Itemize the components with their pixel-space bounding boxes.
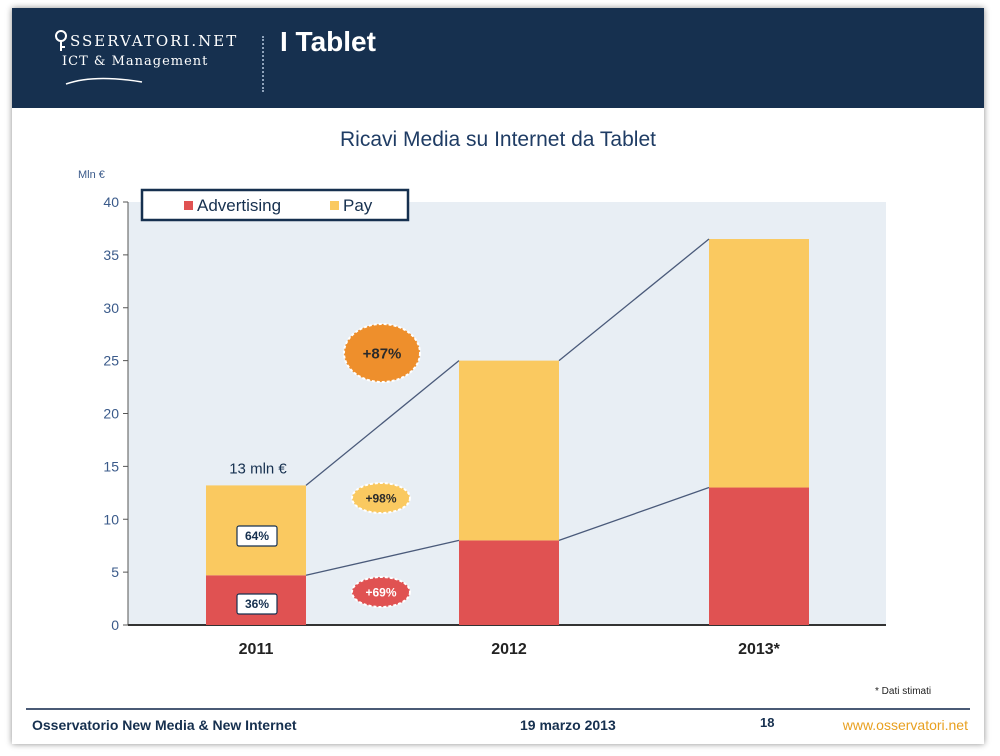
osservatori-logo: SSERVATORI.NET ICT & Management [54,30,239,85]
y-tick-label: 30 [103,300,119,316]
slide: SSERVATORI.NET ICT & Management I Tablet… [12,8,984,744]
advertising-trend-line [558,486,710,542]
y-tick-label: 20 [103,406,119,422]
slide-title: I Tablet [280,26,376,57]
footer-program-name: Osservatorio New Media & New Internet [32,717,297,733]
x-tick-label: 2011 [239,641,274,658]
share-pay-2011: 64% [245,529,269,543]
chart-title: Ricavi Media su Internet da Tablet [340,128,656,151]
header-bar: SSERVATORI.NET ICT & Management I Tablet [12,8,984,108]
legend-label-advertising: Advertising [197,196,281,215]
header-divider [262,36,264,92]
bar-advertising [709,487,809,625]
bar-pay [709,239,809,488]
y-tick-label: 40 [103,194,119,210]
growth-advertising-label: +69% [365,585,396,599]
logo-sub-text: ICT & Management [62,54,209,69]
advertising-trend-line [305,539,460,576]
footnote: * Dati stimati [875,686,932,697]
key-icon [55,30,67,51]
bar-pay [459,360,559,541]
footer-date: 19 marzo 2013 [520,717,616,733]
footer-divider [26,708,970,710]
growth-total-label: +87% [363,345,402,362]
legend-label-pay: Pay [343,196,373,215]
page-number: 18 [760,715,775,730]
y-tick-label: 15 [103,458,119,474]
growth-pay-badge [351,482,411,514]
footer-url[interactable]: www.osservatori.net [842,717,968,733]
total-label-2011: 13 mln € [229,460,287,477]
y-axis-label: Mln € [78,169,105,181]
x-tick-label: 2013* [738,641,781,658]
legend-swatch-advertising [184,201,193,210]
share-pay-2011-box [236,525,278,547]
y-tick-label: 10 [103,511,119,527]
logo-swoosh-icon [65,77,143,85]
growth-advertising-badge [351,576,411,608]
y-tick-label: 25 [103,353,119,369]
y-tick-label: 35 [103,247,119,263]
growth-pay-label: +98% [365,491,396,505]
growth-total-badge [343,323,421,383]
total-trend-line [305,360,460,486]
logo-main-text: SSERVATORI.NET [70,32,239,50]
share-advertising-2011-box [236,593,278,615]
y-tick-label: 0 [111,617,119,633]
legend-swatch-pay [330,201,339,210]
total-trend-line [558,238,710,362]
y-tick-label: 5 [111,564,119,580]
share-advertising-2011: 36% [245,597,269,611]
chart-svg: 0 5 10 15 20 25 30 35 40 Mln € 2011 2012 2013* Advert… [78,169,886,658]
bar-advertising [459,540,559,625]
x-tick-label: 2012 [491,641,527,658]
